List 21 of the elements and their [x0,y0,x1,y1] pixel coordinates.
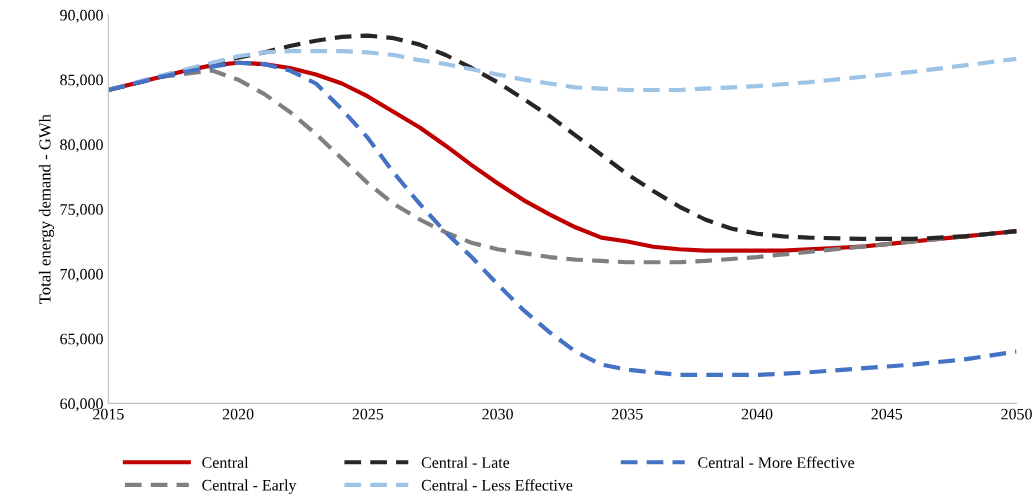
x-tick-label: 2020 [222,408,254,420]
legend-label: Central [202,456,249,468]
legend-label: Central - Early [202,479,297,494]
x-tick-label: 2050 [1001,408,1032,420]
x-tick-label: 2035 [612,408,643,420]
line-series [108,60,1017,378]
x-tick-label: 2040 [741,408,773,420]
y-tick-label: 65,000 [60,333,103,347]
x-tick-label: 2045 [871,408,903,420]
y-tick-label: 80,000 [60,139,103,153]
y-tick-label: 75,000 [60,204,103,218]
y-tick-label: 90,000 [60,9,103,23]
y-tick-label: 70,000 [60,268,103,282]
legend-label: Central - Late [421,456,510,468]
legend-label: Central - Less Effective [421,479,573,491]
y-tick-label: 85,000 [60,74,103,88]
line-series [108,49,1017,93]
y-axis-title: Total energy demand - GWh [38,114,55,304]
legend-label: Central - More Effective [698,456,855,468]
x-tick-label: 2030 [482,408,513,420]
x-tick-label: 2025 [352,408,384,420]
